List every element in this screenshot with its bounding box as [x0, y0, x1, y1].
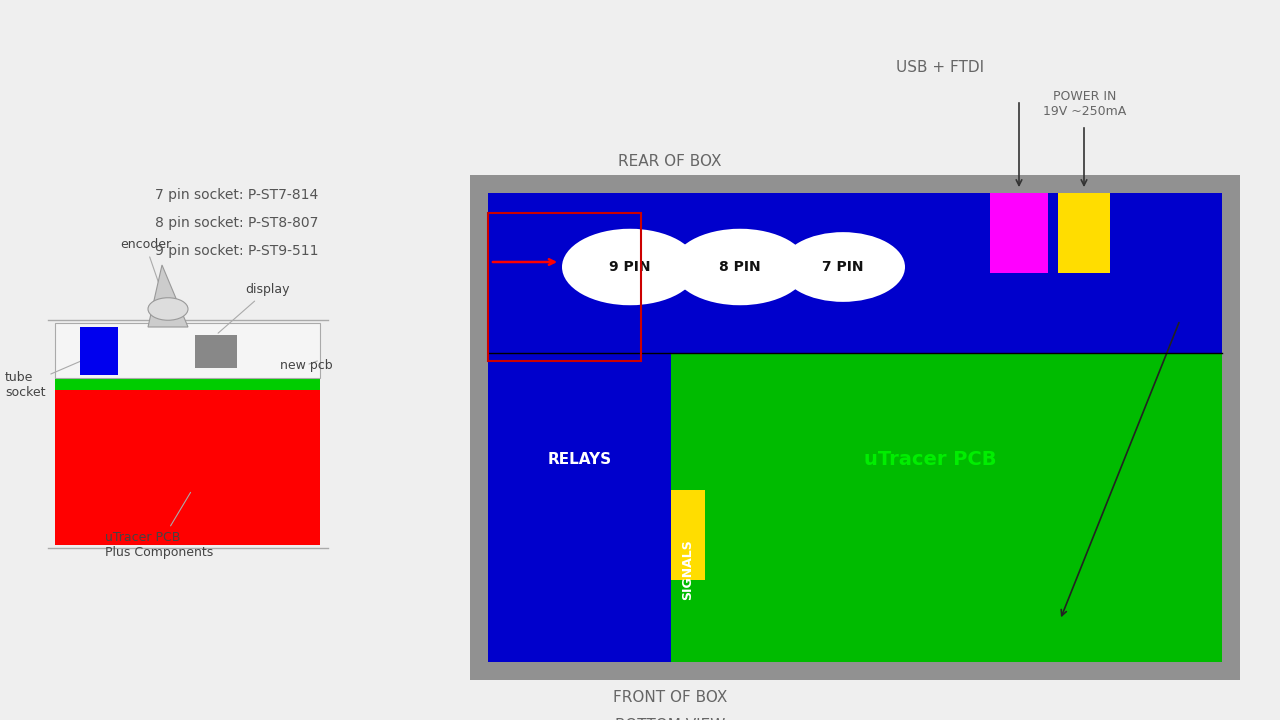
Text: 7 pin socket: P-ST7-814: 7 pin socket: P-ST7-814	[155, 188, 319, 202]
Text: uTracer PCB
Plus Components: uTracer PCB Plus Components	[105, 492, 214, 559]
Text: 8 PIN: 8 PIN	[719, 260, 760, 274]
Text: POWER IN
19V ~250mA: POWER IN 19V ~250mA	[1043, 90, 1126, 118]
Text: 7 PIN: 7 PIN	[822, 260, 864, 274]
Text: new pcb: new pcb	[280, 359, 333, 372]
Text: BOTTOM VIEW: BOTTOM VIEW	[614, 718, 726, 720]
Text: USB + FTDI: USB + FTDI	[896, 60, 984, 76]
Circle shape	[562, 229, 698, 305]
Bar	[470, 175, 1240, 680]
Text: 8 pin socket: P-ST8-807: 8 pin socket: P-ST8-807	[155, 216, 319, 230]
Text: RELAYS: RELAYS	[548, 452, 612, 467]
Bar	[488, 213, 641, 361]
Text: SIGNALS: SIGNALS	[681, 539, 695, 600]
Text: tube
socket: tube socket	[5, 356, 92, 399]
Text: FRONT OF BOX: FRONT OF BOX	[613, 690, 727, 706]
Circle shape	[781, 232, 905, 302]
Bar	[195, 335, 237, 368]
Bar	[488, 353, 1222, 662]
Bar	[55, 323, 320, 378]
Bar	[55, 390, 320, 545]
Circle shape	[672, 229, 808, 305]
Text: uTracer PCB: uTracer PCB	[864, 451, 996, 469]
Bar	[1059, 193, 1110, 273]
Bar	[488, 193, 1222, 353]
Text: 9 PIN: 9 PIN	[609, 260, 650, 274]
Text: 9 pin socket: P-ST9-511: 9 pin socket: P-ST9-511	[155, 244, 319, 258]
Bar	[488, 353, 671, 662]
Text: encoder: encoder	[120, 238, 172, 307]
Text: display: display	[218, 284, 289, 333]
Text: REAR OF BOX: REAR OF BOX	[618, 155, 722, 169]
Bar	[671, 490, 705, 580]
Circle shape	[148, 298, 188, 320]
Polygon shape	[148, 265, 188, 327]
Bar	[79, 327, 118, 375]
Bar	[55, 378, 320, 390]
Bar	[989, 193, 1048, 273]
